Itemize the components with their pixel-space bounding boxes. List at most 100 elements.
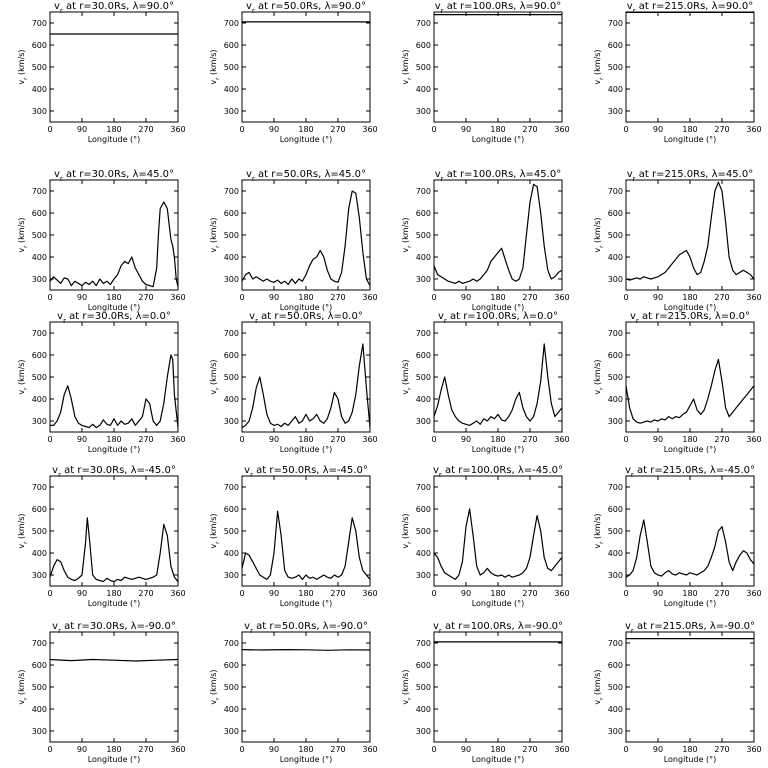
y-tick-label: 600 <box>416 505 431 514</box>
y-tick-label: 700 <box>32 483 47 492</box>
y-tick-label: 500 <box>416 373 431 382</box>
x-axis-label: Longitude (°) <box>88 135 141 144</box>
x-axis-label: Longitude (°) <box>280 303 333 312</box>
chart-panel: vr at r=215.0Rs, λ=-45.0° 0 90 180 270 360 300… <box>593 465 762 608</box>
x-tick-label: 0 <box>623 435 628 444</box>
y-tick-label: 600 <box>608 661 623 670</box>
y-tick-label: 500 <box>32 231 47 240</box>
x-tick-label: 90 <box>653 589 663 598</box>
x-axis-label: Longitude (°) <box>664 445 717 454</box>
y-tick-label: 600 <box>416 351 431 360</box>
x-axis-label: Longitude (°) <box>280 445 333 454</box>
y-tick-label: 400 <box>32 395 47 404</box>
chart-panel: vr at r=50.0Rs, λ=90.0° 0 90 180 270 360 300 40… <box>209 1 378 144</box>
y-tick-label: 500 <box>608 63 623 72</box>
plot-frame <box>49 631 179 743</box>
panel-title: vr at r=100.0Rs, λ=-45.0° <box>433 465 563 479</box>
chart-panel: vr at r=100.0Rs, λ=-45.0° 0 90 180 270 360 300… <box>401 465 570 608</box>
plot-frame <box>433 631 563 743</box>
x-tick-label: 0 <box>47 589 52 598</box>
x-tick-label: 270 <box>714 435 729 444</box>
x-axis-label: Longitude (°) <box>88 445 141 454</box>
plot-frame <box>49 321 179 433</box>
x-tick-label: 270 <box>714 589 729 598</box>
y-tick-label: 600 <box>224 505 239 514</box>
x-tick-label: 270 <box>714 125 729 134</box>
series-line <box>626 358 754 424</box>
series-line <box>50 201 178 288</box>
series-line <box>626 181 754 281</box>
y-tick-label: 500 <box>608 527 623 536</box>
y-tick-label: 600 <box>32 505 47 514</box>
x-tick-label: 360 <box>554 589 569 598</box>
x-axis-label: Longitude (°) <box>280 135 333 144</box>
x-tick-label: 180 <box>682 745 697 754</box>
y-axis-label: vr (km/s) <box>401 49 413 84</box>
x-tick-label: 180 <box>298 745 313 754</box>
x-tick-label: 180 <box>682 125 697 134</box>
x-tick-label: 360 <box>554 435 569 444</box>
x-tick-label: 270 <box>138 745 153 754</box>
panel-title: vr at r=30.0Rs, λ=-45.0° <box>52 465 176 479</box>
x-tick-label: 0 <box>623 745 628 754</box>
y-tick-label: 700 <box>224 329 239 338</box>
y-tick-label: 400 <box>416 253 431 262</box>
x-tick-label: 180 <box>490 745 505 754</box>
y-tick-label: 500 <box>224 63 239 72</box>
x-axis-label: Longitude (°) <box>664 755 717 764</box>
y-tick-label: 400 <box>224 705 239 714</box>
x-tick-label: 90 <box>653 293 663 302</box>
y-tick-label: 700 <box>608 483 623 492</box>
x-tick-label: 0 <box>431 589 436 598</box>
x-axis-label: Longitude (°) <box>664 135 717 144</box>
series-line <box>434 508 562 581</box>
panel-title: vr at r=215.0Rs, λ=-90.0° <box>625 621 755 635</box>
x-tick-label: 90 <box>269 589 279 598</box>
panel-title: vr at r=50.0Rs, λ=-90.0° <box>244 621 368 635</box>
x-tick-label: 270 <box>714 293 729 302</box>
plot-frame <box>433 475 563 587</box>
x-tick-label: 270 <box>138 589 153 598</box>
x-tick-label: 360 <box>746 293 761 302</box>
y-tick-label: 500 <box>608 373 623 382</box>
y-tick-label: 400 <box>608 549 623 558</box>
chart-panel: vr at r=100.0Rs, λ=45.0° 0 90 180 270 360 300 4… <box>401 169 570 312</box>
y-axis-label: vr (km/s) <box>209 217 221 252</box>
panel-title: vr at r=30.0Rs, λ=45.0° <box>54 169 174 183</box>
y-tick-label: 400 <box>416 395 431 404</box>
y-tick-label: 500 <box>224 231 239 240</box>
y-tick-label: 300 <box>608 275 623 284</box>
chart-panel: vr at r=30.0Rs, λ=45.0° 0 90 180 270 360 300 40… <box>17 169 186 312</box>
x-tick-label: 0 <box>431 293 436 302</box>
y-tick-label: 600 <box>32 661 47 670</box>
y-tick-label: 600 <box>224 209 239 218</box>
y-tick-label: 700 <box>416 639 431 648</box>
y-tick-label: 700 <box>224 187 239 196</box>
x-axis-label: Longitude (°) <box>472 445 525 454</box>
y-axis-label: vr (km/s) <box>17 49 29 84</box>
y-axis-label: vr (km/s) <box>401 359 413 394</box>
y-tick-label: 400 <box>416 705 431 714</box>
y-tick-label: 400 <box>224 395 239 404</box>
x-tick-label: 0 <box>239 125 244 134</box>
x-tick-label: 90 <box>461 293 471 302</box>
x-tick-label: 90 <box>461 589 471 598</box>
y-tick-label: 300 <box>416 107 431 116</box>
y-tick-label: 600 <box>608 41 623 50</box>
panel-title: vr at r=50.0Rs, λ=-45.0° <box>244 465 368 479</box>
y-tick-label: 600 <box>224 41 239 50</box>
plot-frame <box>241 11 371 123</box>
y-tick-label: 400 <box>608 85 623 94</box>
y-tick-label: 700 <box>224 483 239 492</box>
x-tick-label: 360 <box>362 435 377 444</box>
panel-title: vr at r=30.0Rs, λ=-90.0° <box>52 621 176 635</box>
y-tick-label: 500 <box>32 527 47 536</box>
y-tick-label: 500 <box>32 683 47 692</box>
y-tick-label: 300 <box>32 275 47 284</box>
x-tick-label: 180 <box>106 125 121 134</box>
chart-panel: vr at r=215.0Rs, λ=45.0° 0 90 180 270 360 300 4… <box>593 169 762 312</box>
series-line <box>242 343 370 429</box>
x-tick-label: 90 <box>653 745 663 754</box>
y-axis-label: vr (km/s) <box>17 217 29 252</box>
x-tick-label: 0 <box>623 125 628 134</box>
